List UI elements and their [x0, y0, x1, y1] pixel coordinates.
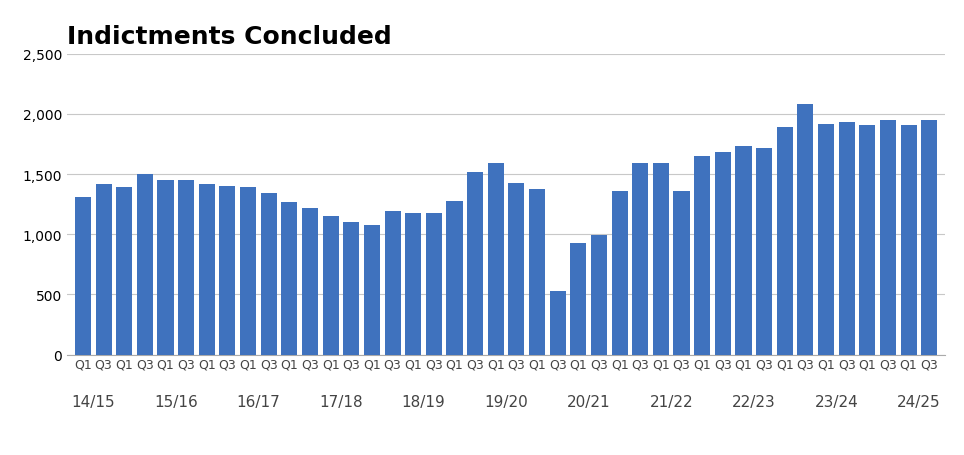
- Bar: [178, 181, 194, 355]
- Bar: [363, 226, 380, 355]
- Bar: [220, 187, 235, 355]
- Bar: [674, 192, 689, 355]
- Bar: [488, 164, 504, 355]
- Bar: [694, 157, 710, 355]
- Text: 21/22: 21/22: [650, 394, 693, 409]
- Bar: [508, 183, 524, 355]
- Bar: [95, 184, 112, 355]
- Bar: [797, 105, 814, 355]
- Bar: [714, 153, 731, 355]
- Text: 15/16: 15/16: [154, 394, 198, 409]
- Bar: [426, 214, 442, 355]
- Text: Indictments Concluded: Indictments Concluded: [67, 25, 392, 49]
- Text: 19/20: 19/20: [484, 394, 528, 409]
- Bar: [260, 194, 277, 355]
- Bar: [529, 189, 545, 355]
- Bar: [446, 201, 463, 355]
- Bar: [900, 126, 917, 355]
- Text: 22/23: 22/23: [732, 394, 776, 409]
- Bar: [137, 175, 153, 355]
- Bar: [756, 148, 772, 355]
- Bar: [818, 124, 834, 355]
- Bar: [777, 128, 792, 355]
- Bar: [653, 164, 669, 355]
- Text: 14/15: 14/15: [71, 394, 115, 409]
- Bar: [736, 147, 752, 355]
- Bar: [281, 202, 298, 355]
- Bar: [839, 123, 855, 355]
- Bar: [591, 236, 607, 355]
- Text: 23/24: 23/24: [815, 394, 858, 409]
- Text: 20/21: 20/21: [567, 394, 610, 409]
- Bar: [549, 291, 566, 355]
- Bar: [880, 121, 896, 355]
- Bar: [343, 223, 360, 355]
- Bar: [859, 126, 875, 355]
- Bar: [199, 184, 215, 355]
- Bar: [302, 208, 318, 355]
- Bar: [571, 243, 586, 355]
- Bar: [922, 121, 937, 355]
- Text: 17/18: 17/18: [319, 394, 362, 409]
- Bar: [75, 197, 91, 355]
- Text: 24/25: 24/25: [897, 394, 941, 409]
- Bar: [117, 188, 132, 355]
- Bar: [468, 172, 483, 355]
- Bar: [157, 181, 174, 355]
- Bar: [240, 188, 256, 355]
- Bar: [405, 213, 421, 355]
- Bar: [611, 192, 628, 355]
- Bar: [632, 164, 649, 355]
- Bar: [323, 217, 338, 355]
- Text: 16/17: 16/17: [236, 394, 281, 409]
- Text: 18/19: 18/19: [402, 394, 445, 409]
- Bar: [385, 212, 401, 355]
